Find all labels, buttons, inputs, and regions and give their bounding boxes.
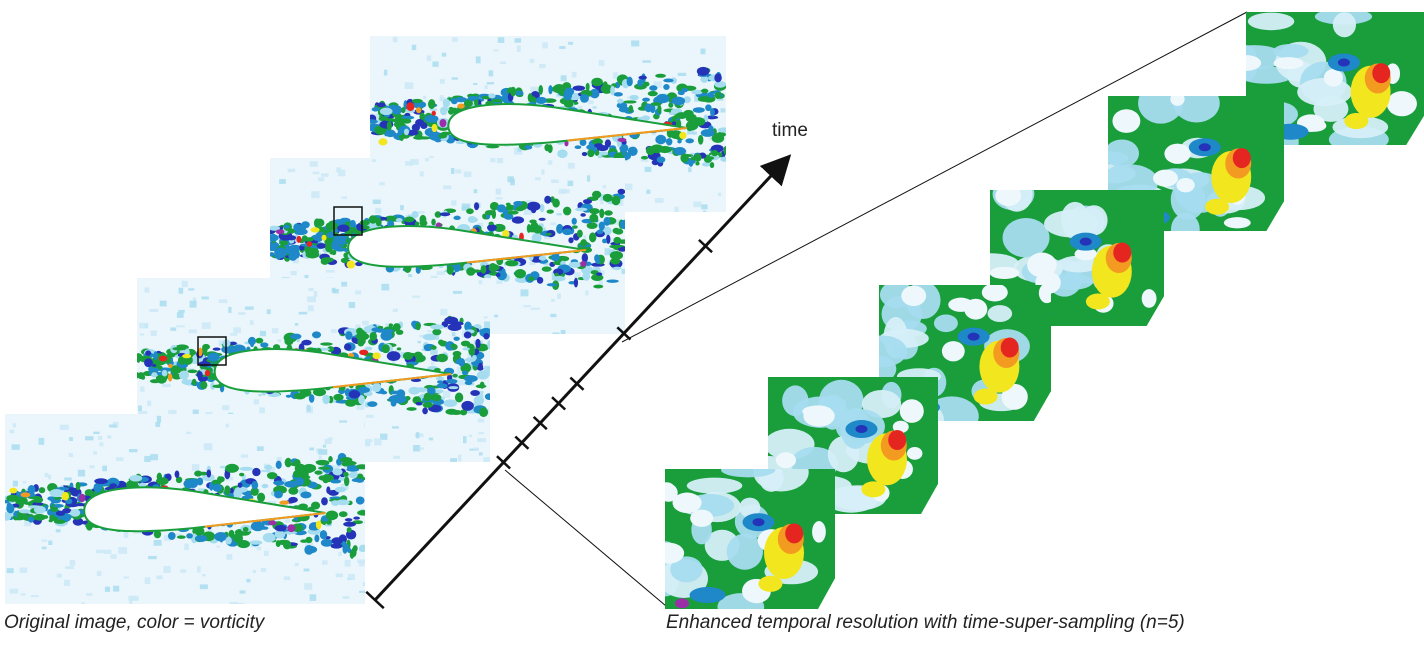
time-axis-label: time [772,120,808,141]
original-frame-1 [5,414,365,604]
time-tick [551,396,567,411]
time-tick [514,435,530,450]
time-axis [365,154,792,610]
time-tick [616,326,632,341]
caption-enhanced: Enhanced temporal resolution with time-s… [666,612,1185,633]
zoom-line-top [621,11,1248,343]
zoom-line-bottom [504,469,667,607]
zoom-region-box [197,336,227,366]
super-sampled-frames [665,12,1424,609]
time-axis-line [373,154,792,602]
super-sampled-frame-5 [768,377,938,514]
time-tick [532,415,548,431]
original-frame-4 [370,36,726,212]
time-tick [698,238,713,254]
super-sampled-frame-6 [665,469,835,609]
time-axis-ticks [365,238,713,610]
time-tick [569,376,585,391]
time-tick [365,590,385,610]
time-tick [496,455,511,470]
zoom-region-box [333,206,363,236]
super-sampled-frame-3 [990,190,1164,326]
caption-original: Original image, color = vorticity [4,612,265,633]
